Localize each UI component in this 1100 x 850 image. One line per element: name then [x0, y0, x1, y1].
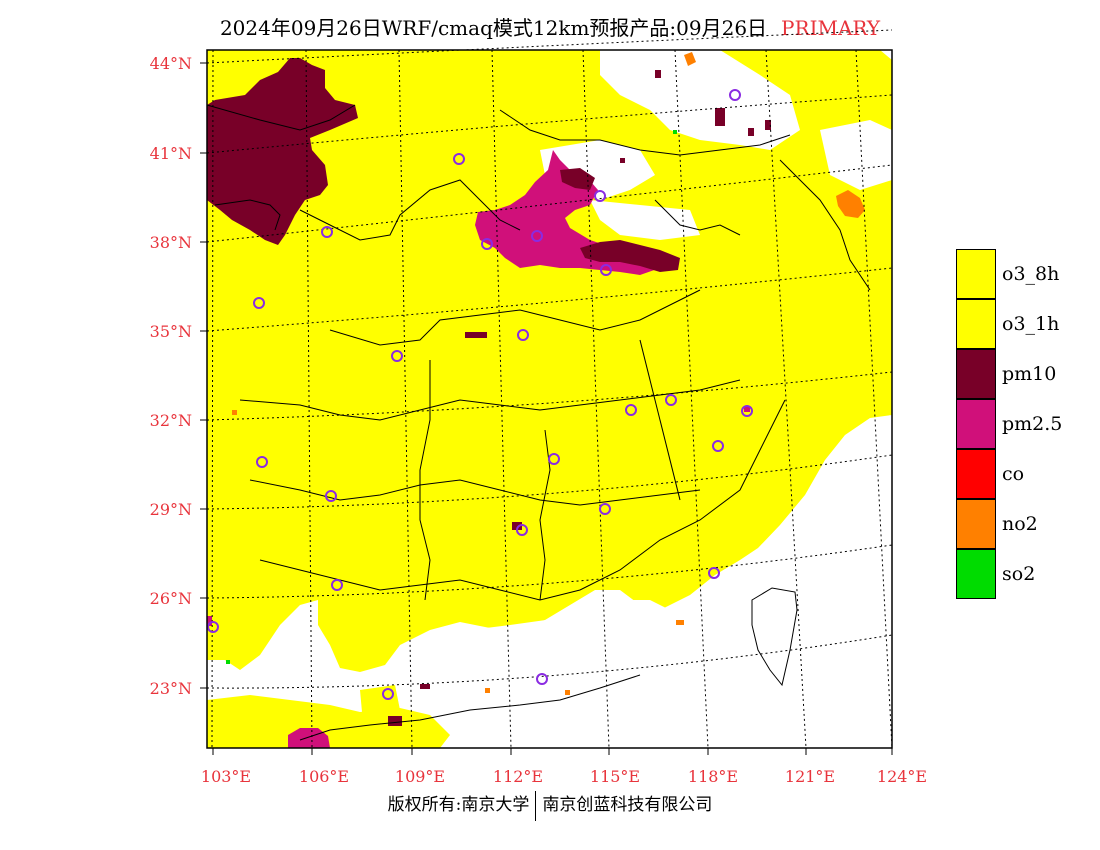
station-marker: [741, 405, 753, 417]
copyright-owner: 版权所有:南京大学: [387, 795, 530, 815]
lat-label: 41°N: [150, 144, 192, 163]
station-marker: [625, 404, 637, 416]
boundaries: [206, 104, 871, 741]
title-tag: PRIMARY: [781, 16, 881, 40]
station-marker: [253, 297, 265, 309]
station-marker: [531, 230, 543, 242]
legend-swatch: [956, 299, 996, 349]
lat-label: 23°N: [150, 679, 192, 698]
station-marker: [453, 153, 465, 165]
station-marker: [325, 490, 337, 502]
latitude-labels: 44°N 41°N 38°N 35°N 32°N 29°N 26°N 23°N: [150, 54, 192, 698]
station-marker: [207, 621, 219, 633]
legend-label: o3_8h: [1002, 263, 1060, 285]
graticule: [206, 29, 893, 749]
station-marker: [331, 579, 343, 591]
lon-label: 112°E: [493, 767, 543, 786]
lat-label: 26°N: [150, 589, 192, 608]
station-marker: [481, 238, 493, 250]
pm10-region-north-china: [580, 240, 680, 272]
lon-label: 106°E: [299, 767, 349, 786]
lat-label: 38°N: [150, 233, 192, 252]
station-marker: [712, 440, 724, 452]
lon-label: 115°E: [590, 767, 640, 786]
legend-swatch: [956, 349, 996, 399]
legend-swatch: [956, 449, 996, 499]
station-marker: [382, 688, 394, 700]
no2-region: [836, 190, 865, 218]
copyright-company: 南京创蓝科技有限公司: [542, 795, 713, 815]
station-marker: [517, 329, 529, 341]
station-marker: [548, 453, 560, 465]
lon-label: 103°E: [201, 767, 251, 786]
legend-swatch: [956, 549, 996, 599]
lon-label: 109°E: [395, 767, 445, 786]
map-title: 2024年09月26日WRF/cmaq模式12km预报产品:09月26日 PRIM…: [0, 12, 1100, 41]
legend-label: o3_1h: [1002, 313, 1060, 335]
station-marker: [599, 503, 611, 515]
map-area: [207, 50, 892, 748]
o3-region: [207, 50, 892, 672]
lon-label: 124°E: [877, 767, 927, 786]
legend-label: no2: [1002, 513, 1038, 535]
station-marker: [516, 524, 528, 536]
station-marker: [536, 673, 548, 685]
lon-label: 118°E: [688, 767, 738, 786]
longitude-labels: 103°E 106°E 109°E 112°E 115°E 118°E 121°…: [201, 767, 927, 786]
station-marker: [321, 226, 333, 238]
station-marker: [256, 456, 268, 468]
station-marker: [665, 394, 677, 406]
legend-label: so2: [1002, 563, 1036, 585]
pm10-region-northwest: [207, 58, 358, 245]
lat-label: 29°N: [150, 500, 192, 519]
station-marker: [594, 190, 606, 202]
legend-swatch: [956, 249, 996, 299]
footer-divider: [535, 790, 537, 821]
legend-swatch: [956, 399, 996, 449]
title-main: 2024年09月26日WRF/cmaq模式12km预报产品:09月26日: [219, 16, 768, 40]
monitoring-stations: [207, 89, 753, 700]
legend-swatch: [956, 499, 996, 549]
station-marker: [729, 89, 741, 101]
pm25-region: [475, 150, 660, 275]
copyright-footer: 版权所有:南京大学 南京创蓝科技有限公司: [0, 790, 1100, 821]
station-marker: [391, 350, 403, 362]
station-marker: [600, 264, 612, 276]
lat-label: 44°N: [150, 54, 192, 73]
lat-label: 32°N: [150, 411, 192, 430]
map-frame: [206, 49, 893, 749]
lat-label: 35°N: [150, 322, 192, 341]
axis-ticks: [200, 62, 893, 755]
station-marker: [708, 567, 720, 579]
legend-label: pm2.5: [1002, 413, 1063, 435]
legend-label: co: [1002, 463, 1025, 485]
lon-label: 121°E: [785, 767, 835, 786]
legend-label: pm10: [1002, 363, 1057, 385]
